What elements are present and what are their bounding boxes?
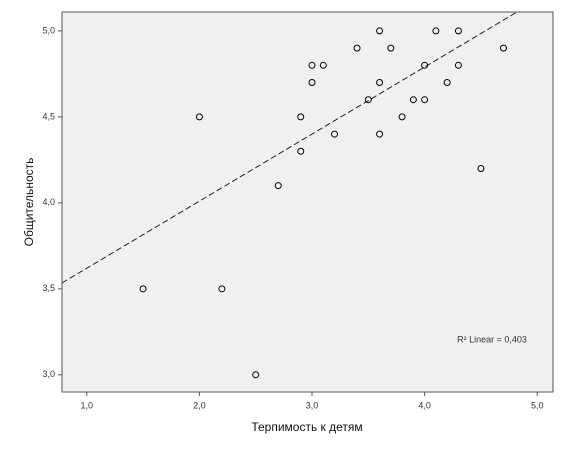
point bbox=[218, 285, 226, 293]
y-tick-label: 4,5 bbox=[42, 111, 55, 121]
point bbox=[499, 44, 507, 52]
point bbox=[297, 147, 305, 155]
point bbox=[252, 371, 260, 379]
y-tick-label: 5,0 bbox=[42, 25, 55, 35]
point bbox=[139, 285, 147, 293]
point bbox=[308, 61, 316, 69]
y-tick-label: 3,5 bbox=[42, 283, 55, 293]
point bbox=[421, 96, 429, 104]
y-tick-label: 4,0 bbox=[42, 197, 55, 207]
point bbox=[409, 96, 417, 104]
point bbox=[331, 130, 339, 138]
trendline bbox=[62, 12, 518, 284]
y-tick-label: 3,0 bbox=[42, 369, 55, 379]
point bbox=[398, 113, 406, 121]
point bbox=[308, 78, 316, 86]
x-tick-label: 3,0 bbox=[306, 400, 319, 410]
point bbox=[195, 113, 203, 121]
point bbox=[353, 44, 361, 52]
x-tick-label: 2,0 bbox=[193, 400, 206, 410]
point bbox=[421, 61, 429, 69]
point bbox=[443, 78, 451, 86]
point bbox=[376, 27, 384, 35]
plot-area bbox=[61, 11, 554, 393]
point bbox=[364, 96, 372, 104]
point bbox=[376, 130, 384, 138]
x-tick-label: 5,0 bbox=[531, 400, 544, 410]
point bbox=[319, 61, 327, 69]
point bbox=[297, 113, 305, 121]
x-tick-label: 4,0 bbox=[418, 400, 431, 410]
point bbox=[454, 27, 462, 35]
x-axis-title: Терпимость к детям bbox=[251, 420, 362, 434]
point bbox=[274, 182, 282, 190]
point bbox=[454, 61, 462, 69]
point bbox=[376, 78, 384, 86]
annotation: R² Linear = 0,403 bbox=[457, 334, 527, 344]
y-axis-title: Общительность bbox=[22, 158, 36, 247]
point bbox=[432, 27, 440, 35]
x-tick-label: 1,0 bbox=[81, 400, 94, 410]
point bbox=[477, 164, 485, 172]
point bbox=[387, 44, 395, 52]
